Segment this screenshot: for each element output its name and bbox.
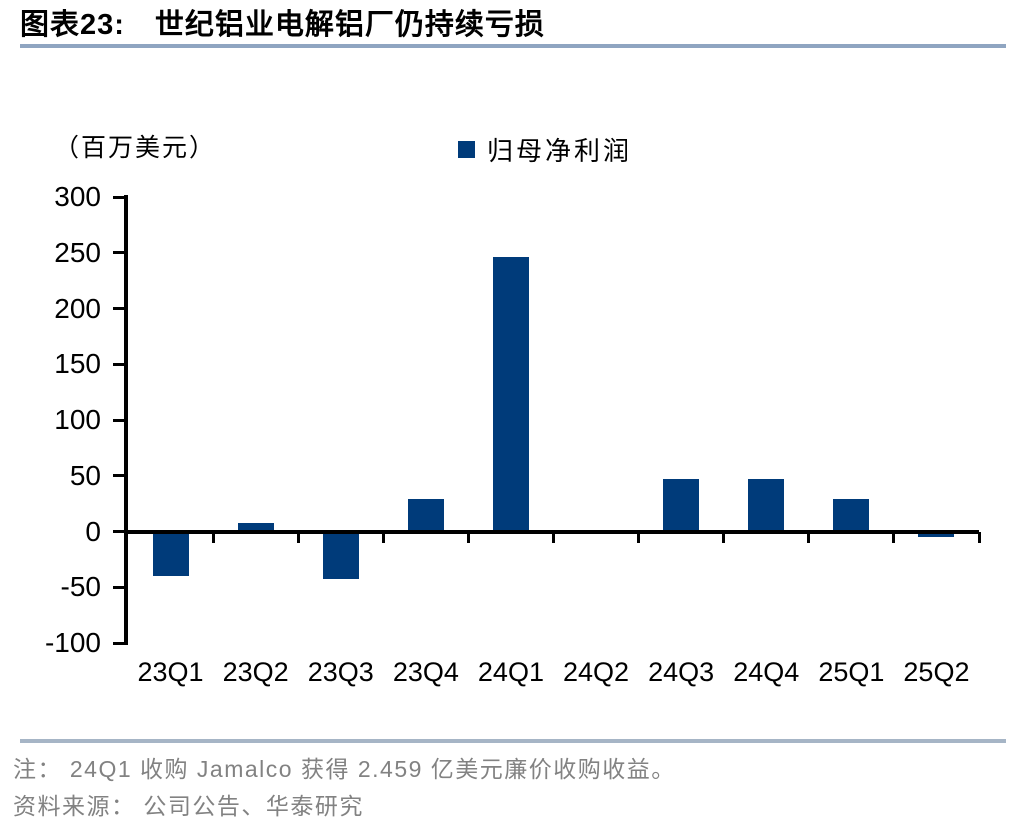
- bar-23Q2: [237, 522, 274, 532]
- bar-23Q4: [407, 499, 444, 532]
- y-tick: [113, 418, 124, 422]
- bar-24Q3: [663, 479, 700, 532]
- bar-23Q1: [152, 531, 189, 577]
- x-axis-label-25Q1: 25Q1: [818, 657, 885, 687]
- y-tick: [113, 307, 124, 310]
- y-tick-label: 200: [54, 292, 101, 324]
- y-tick-label: -100: [44, 627, 101, 658]
- x-tick: [722, 531, 726, 543]
- x-tick: [977, 531, 981, 543]
- y-tick-label: 100: [54, 404, 101, 435]
- y-tick-label: 250: [54, 236, 101, 268]
- y-tick: [113, 251, 124, 255]
- x-tick: [296, 531, 300, 543]
- bar-chart: （百万美元） 归母净利润 300 250 200 150 100 50 0 -50 -100 23…: [45, 131, 981, 687]
- y-tick-label: 50: [69, 459, 101, 491]
- bar-23Q3: [322, 531, 359, 580]
- legend: 归母净利润: [458, 131, 632, 168]
- footer-divider: [20, 739, 1006, 743]
- x-axis-label-23Q3: 23Q3: [307, 657, 374, 687]
- title-underline: [20, 44, 1006, 48]
- y-tick: [113, 585, 124, 589]
- y-tick-label: 300: [54, 181, 101, 212]
- y-tick-label: -50: [60, 571, 101, 603]
- legend-series-label: 归母净利润: [487, 136, 633, 166]
- x-axis-label-24Q3: 24Q3: [648, 657, 715, 687]
- y-axis-unit-label: （百万美元）: [54, 134, 217, 162]
- x-axis-label-23Q2: 23Q2: [222, 657, 289, 687]
- x-axis-label-24Q2: 24Q2: [563, 657, 630, 687]
- figure-label: 图表23:: [20, 9, 125, 41]
- footnote: 注： 24Q1 收购 Jamalco 获得 2.459 亿美元廉价收购收益。: [13, 756, 676, 782]
- x-axis-label-23Q1: 23Q1: [137, 657, 204, 687]
- figure-title: 世纪铝业电解铝厂仍持续亏损: [154, 9, 545, 41]
- x-tick: [892, 531, 896, 543]
- legend-marker-icon: [458, 141, 475, 158]
- bar-24Q1: [492, 257, 529, 532]
- bar-24Q4: [748, 479, 785, 532]
- plot-area: 300 250 200 150 100 50 0 -50 -100 23Q1 23Q2 23Q3 23Q…: [45, 183, 981, 687]
- y-tick-label: 0: [85, 515, 101, 547]
- source-line: 资料来源： 公司公告、华泰研究: [13, 793, 364, 819]
- bar-25Q2: [918, 531, 955, 538]
- x-tick: [552, 531, 555, 543]
- x-tick: [211, 531, 215, 543]
- x-tick: [637, 531, 641, 543]
- y-tick: [113, 530, 124, 533]
- x-tick: [807, 531, 811, 543]
- bar-25Q1: [833, 499, 870, 532]
- y-tick: [113, 362, 124, 366]
- x-axis-label-24Q4: 24Q4: [733, 657, 800, 687]
- y-tick: [113, 195, 124, 199]
- figure-title-row: 图表23: 世纪铝业电解铝厂仍持续亏损: [20, 8, 1008, 42]
- x-axis-label-23Q4: 23Q4: [392, 657, 459, 687]
- x-axis-line: [124, 529, 979, 534]
- y-tick: [113, 641, 124, 645]
- y-tick: [113, 474, 124, 478]
- x-tick: [466, 531, 470, 543]
- y-axis-line: [124, 195, 128, 645]
- figure-header: 图表23: 世纪铝业电解铝厂仍持续亏损: [20, 8, 1008, 42]
- x-tick: [381, 531, 385, 543]
- y-tick-label: 150: [54, 348, 101, 380]
- x-axis-label-25Q2: 25Q2: [903, 657, 970, 687]
- x-axis-label-24Q1: 24Q1: [477, 657, 544, 687]
